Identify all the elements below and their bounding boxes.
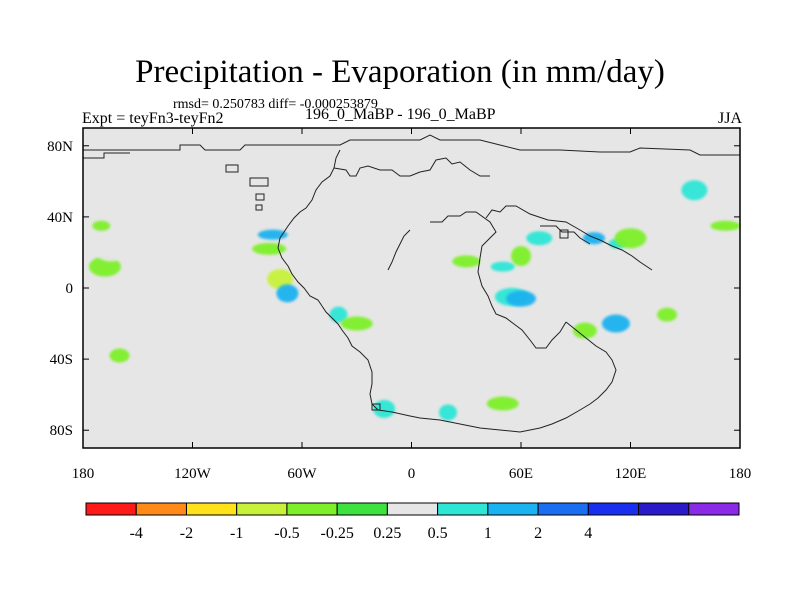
x-tick-label: 60E [509,466,533,482]
anomaly-region [88,256,121,277]
anomaly-region [252,242,287,255]
x-tick-label: 60W [287,466,317,482]
stats-line: rmsd= 0.250783 diff= -0.000253879 [173,97,378,112]
y-tick-label: 40N [47,210,73,226]
anomaly-region [257,229,288,240]
colorbar-label: 0.5 [428,525,448,542]
anomaly-region [657,307,677,322]
anomaly-region [276,284,299,303]
coastline [83,134,740,433]
anomaly-region [267,269,294,290]
colorbar-swatch [487,502,539,516]
y-tick-label: 40S [50,352,73,368]
colorbar-label: -2 [180,525,193,542]
x-tick-label: 180 [72,466,95,482]
anomaly-region [526,231,553,246]
x-tick-label: 120E [615,466,647,482]
anomaly-region [486,396,519,411]
anomaly-region [340,316,373,331]
anomaly-region [490,261,515,272]
colorbar-swatch [386,502,439,516]
season-label: JJA [717,110,742,127]
colorbar-label: 4 [584,525,592,542]
anomaly-region [681,180,708,201]
colorbar-swatch [135,502,187,516]
anomaly-region [511,246,531,266]
colorbar-swatch [236,502,288,516]
y-tick-label: 80S [50,423,73,439]
anomaly-region [89,315,114,332]
anomaly-region [614,228,647,249]
anomaly-region [452,255,481,268]
anomaly-region [109,348,130,363]
experiment-label: Expt = teyFn3-teyFn2 [82,110,224,127]
y-axis: 80N 40N 0 40S 80S [47,139,740,439]
colorbar-label: -0.5 [274,525,299,542]
map-background [83,128,740,448]
y-tick-label: 80N [47,139,73,155]
colorbar-swatch [336,502,388,516]
chart-title: Precipitation - Evaporation (in mm/day) [135,54,665,90]
anomaly-region [601,314,630,333]
anomaly-region [686,250,721,262]
colorbar-swatch [688,502,740,516]
colorbar-swatch [587,502,640,516]
colorbar-swatch [85,502,137,516]
anomaly-region [92,220,111,231]
anomaly-region [439,404,457,421]
anomaly-layer [88,180,741,421]
colorbar-swatch [437,502,489,516]
anomaly-region [506,290,536,307]
x-axis: 180 120W 60W 0 60E 120E 180 [72,128,752,482]
anomaly-region [329,306,348,323]
anomaly-region [96,243,125,262]
anomaly-region [710,220,741,231]
y-tick-label: 0 [66,281,74,297]
x-tick-label: 120W [174,466,212,482]
colorbar-label: 2 [534,525,542,542]
x-tick-label: 180 [729,466,752,482]
colorbar-label: -4 [130,525,143,542]
colorbar-swatch [638,502,690,516]
comparison-label: 196_0_MaBP - 196_0_MaBP [305,106,496,123]
colorbar-label: -1 [230,525,243,542]
colorbar-swatch [286,502,338,516]
colorbar: -4 -2 -1 -0.5 -0.25 0.25 0.5 1 2 4 [85,502,740,542]
colorbar-label: 0.25 [373,525,401,542]
x-tick-label: 0 [408,466,416,482]
colorbar-swatch [537,502,589,516]
colorbar-swatch [185,502,238,516]
colorbar-label: 1 [484,525,492,542]
anomaly-region [572,322,597,339]
colorbar-label: -0.25 [320,525,353,542]
